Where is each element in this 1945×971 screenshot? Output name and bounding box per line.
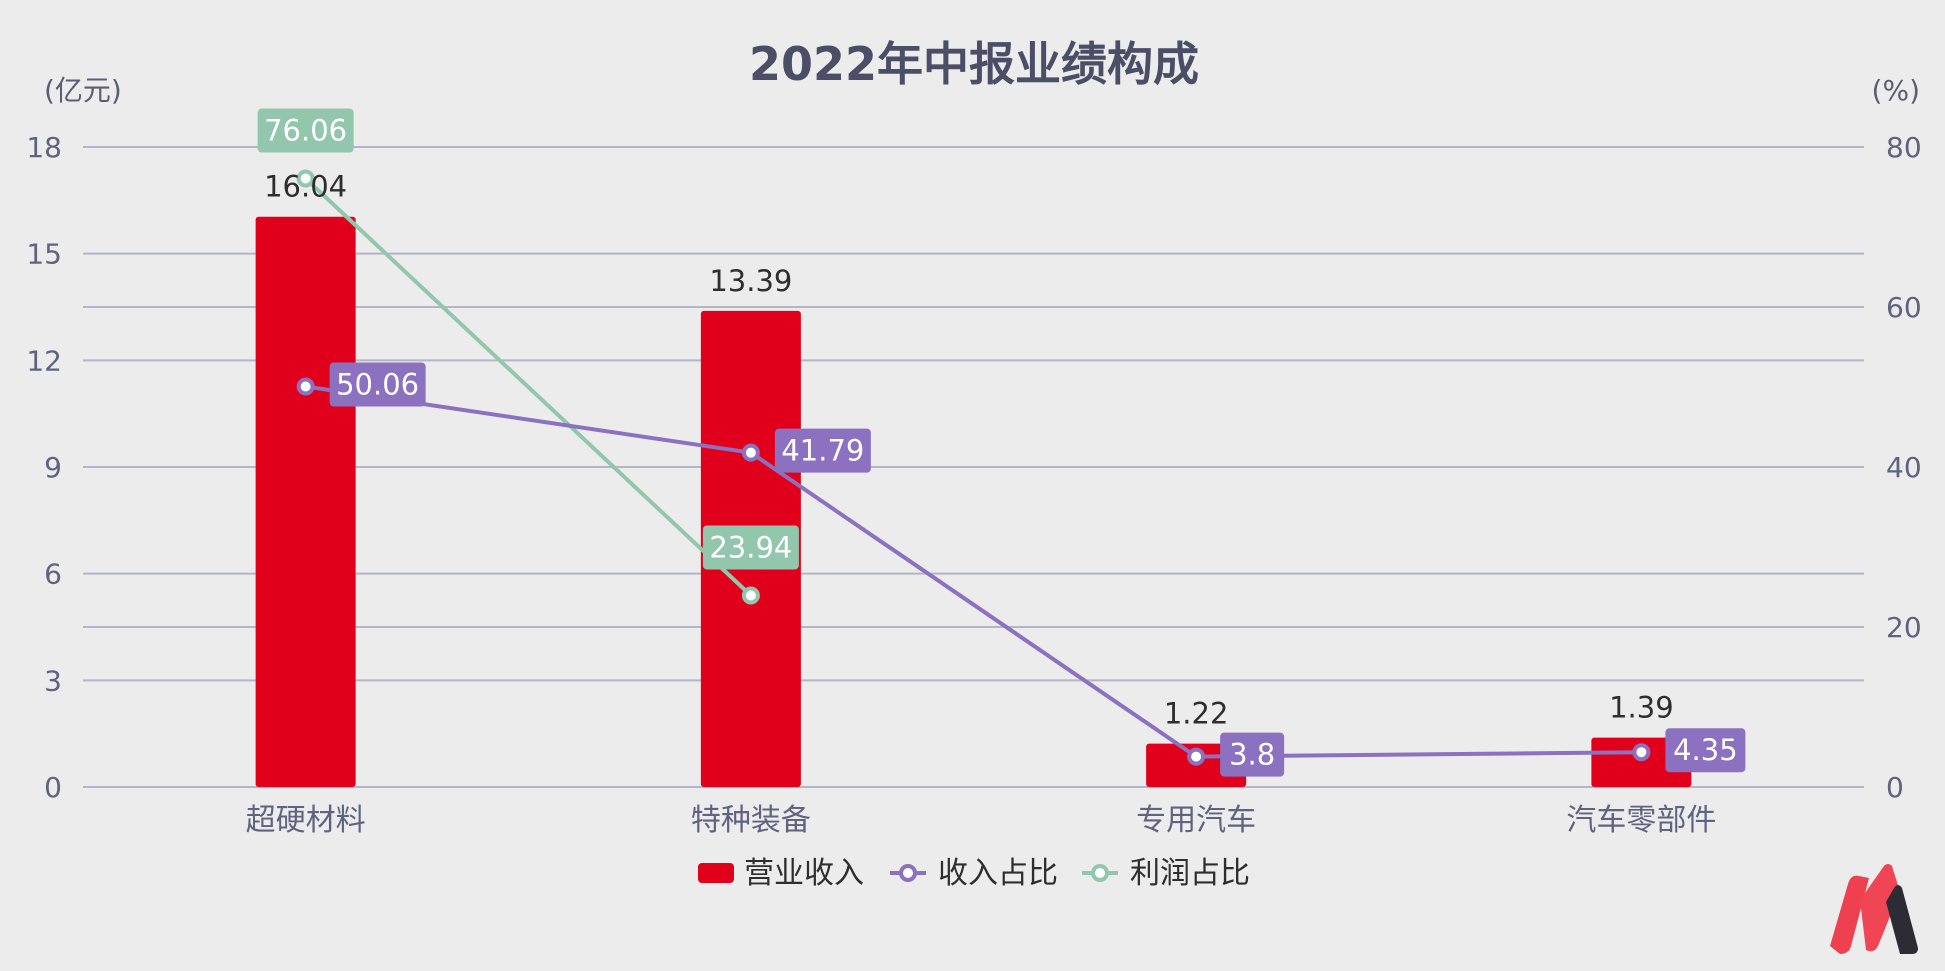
legend-swatch-marker [899,864,917,882]
y-left-tick-label: 9 [44,451,62,484]
bar [255,216,356,787]
y-left-tick-label: 12 [26,344,62,377]
logo-red-stroke-left [1830,875,1869,954]
legend-swatch-marker [1091,864,1109,882]
point-label-box [774,428,871,473]
legend-label: 收入占比 [938,856,1058,891]
logo-red-stroke-right [1860,864,1900,952]
legend-label: 营业收入 [744,856,864,891]
line-point [296,377,315,396]
y-right-tick-label: 20 [1886,611,1922,644]
data-labels: 16.04 13.39 1.22 1.39 76.06 23.94 50.06 41.79 3.… [257,108,1746,777]
legend: 营业收入 收入占比 利润占比 [698,856,1250,891]
x-category-label: 汽车零部件 [1566,803,1716,838]
legend-label: 利润占比 [1130,856,1250,891]
y-left-tick-label: 6 [44,558,62,591]
bar-value-label: 1.39 [1609,691,1674,725]
point-value-label: 76.06 [264,114,347,148]
line-point [1187,747,1206,766]
y-left-tick-label: 0 [44,771,62,804]
series-line [305,384,1642,759]
x-category-label: 超硬材料 [246,803,366,838]
x-category-label: 特种装备 [691,803,811,838]
point-value-label: 3.8 [1229,738,1275,772]
line-point [741,586,760,605]
point-label-box [329,362,426,407]
legend-swatch-bar [698,863,734,883]
point-value-label: 50.06 [336,368,419,402]
series-line [304,177,753,597]
y-right-tick-label: 80 [1886,131,1922,164]
point-label-box [257,108,354,153]
bar-value-label: 13.39 [709,264,792,298]
point-label-box [1220,732,1285,777]
line-point [296,169,315,188]
line-point [1632,743,1651,762]
bar-series [255,216,1692,787]
axis-labels: 0 3 6 9 12 15 18 0 20 40 60 80 超硬材料 特种装备 专用汽车 汽车零部件 [26,131,1921,838]
point-label-box [1665,728,1746,773]
chart-title: 2022年中报业绩构成 [749,37,1199,91]
point-value-label: 23.94 [709,530,792,564]
point-value-label: 41.79 [781,434,864,468]
y-right-tick-label: 0 [1886,771,1904,804]
y-left-tick-label: 3 [44,664,62,697]
brand-logo [1830,864,1918,954]
right-axis-unit: (%) [1872,74,1920,107]
y-right-tick-label: 40 [1886,451,1922,484]
point-label-box [702,525,799,570]
bar-value-label: 16.04 [264,170,347,204]
left-axis-unit: (亿元) [44,74,122,107]
logo-dark-stroke [1886,885,1918,954]
point-value-label: 4.35 [1673,733,1738,767]
y-right-tick-label: 60 [1886,291,1922,324]
gridlines [83,146,1864,788]
x-category-label: 专用汽车 [1136,803,1256,838]
line-point [741,443,760,462]
y-left-tick-label: 18 [26,131,62,164]
y-left-tick-label: 15 [26,238,62,271]
line-series [296,169,1651,766]
bar-value-label: 1.22 [1164,697,1229,731]
